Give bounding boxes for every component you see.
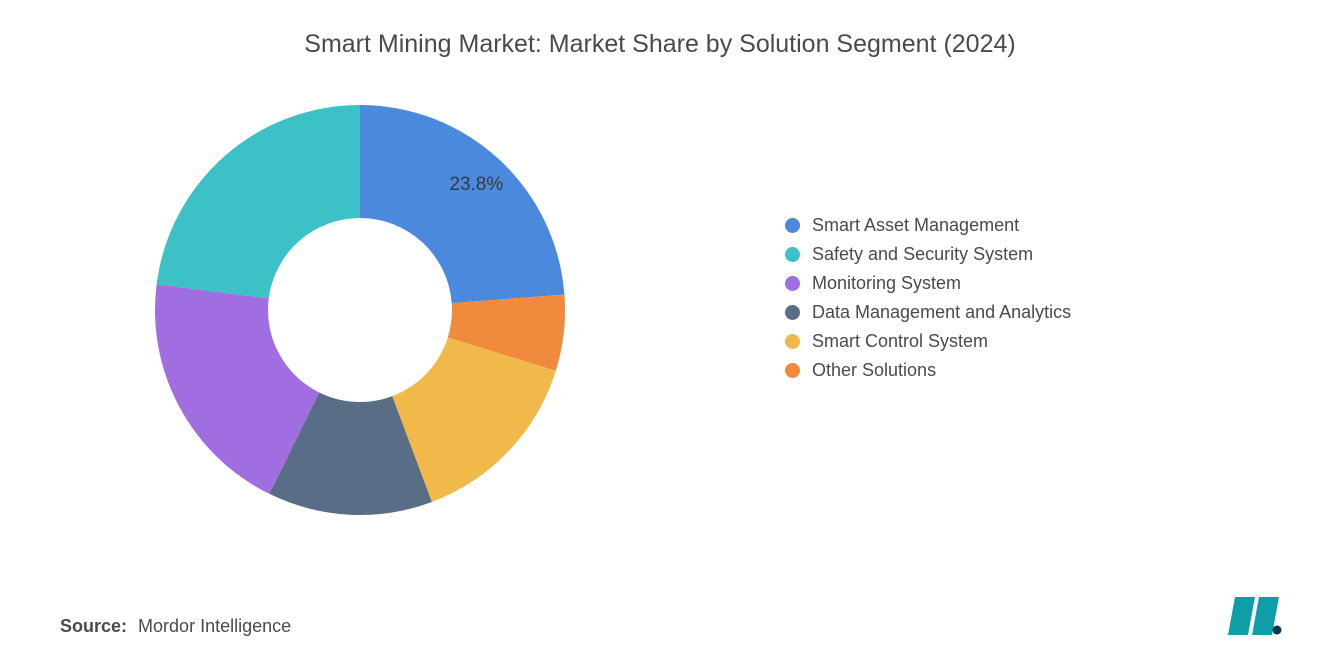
legend-item: Safety and Security System: [785, 244, 1071, 265]
legend-label: Data Management and Analytics: [812, 302, 1071, 323]
legend: Smart Asset Management Safety and Securit…: [785, 215, 1071, 389]
source-line: Source: Mordor Intelligence: [60, 616, 291, 637]
legend-swatch: [785, 305, 800, 320]
source-text: Mordor Intelligence: [138, 616, 291, 636]
legend-swatch: [785, 363, 800, 378]
legend-label: Other Solutions: [812, 360, 936, 381]
legend-swatch: [785, 276, 800, 291]
legend-swatch: [785, 218, 800, 233]
legend-item: Data Management and Analytics: [785, 302, 1071, 323]
brand-logo-svg: [1226, 593, 1282, 635]
legend-swatch: [785, 247, 800, 262]
legend-label: Monitoring System: [812, 273, 961, 294]
chart-title: Smart Mining Market: Market Share by Sol…: [0, 30, 1320, 59]
source-label: Source:: [60, 616, 127, 636]
legend-item: Other Solutions: [785, 360, 1071, 381]
donut-chart: 23.8%: [140, 90, 580, 530]
brand-logo: [1226, 593, 1282, 635]
legend-label: Smart Asset Management: [812, 215, 1019, 236]
donut-slice: [157, 105, 360, 298]
legend-label: Smart Control System: [812, 331, 988, 352]
logo-bar-left: [1228, 597, 1255, 635]
legend-item: Smart Control System: [785, 331, 1071, 352]
logo-dot: [1273, 626, 1282, 635]
slice-value-label: 23.8%: [449, 174, 503, 196]
donut-slice: [360, 105, 564, 303]
legend-swatch: [785, 334, 800, 349]
legend-label: Safety and Security System: [812, 244, 1033, 265]
donut-svg: [140, 90, 580, 530]
legend-item: Monitoring System: [785, 273, 1071, 294]
legend-item: Smart Asset Management: [785, 215, 1071, 236]
chart-card: Smart Mining Market: Market Share by Sol…: [0, 0, 1320, 665]
